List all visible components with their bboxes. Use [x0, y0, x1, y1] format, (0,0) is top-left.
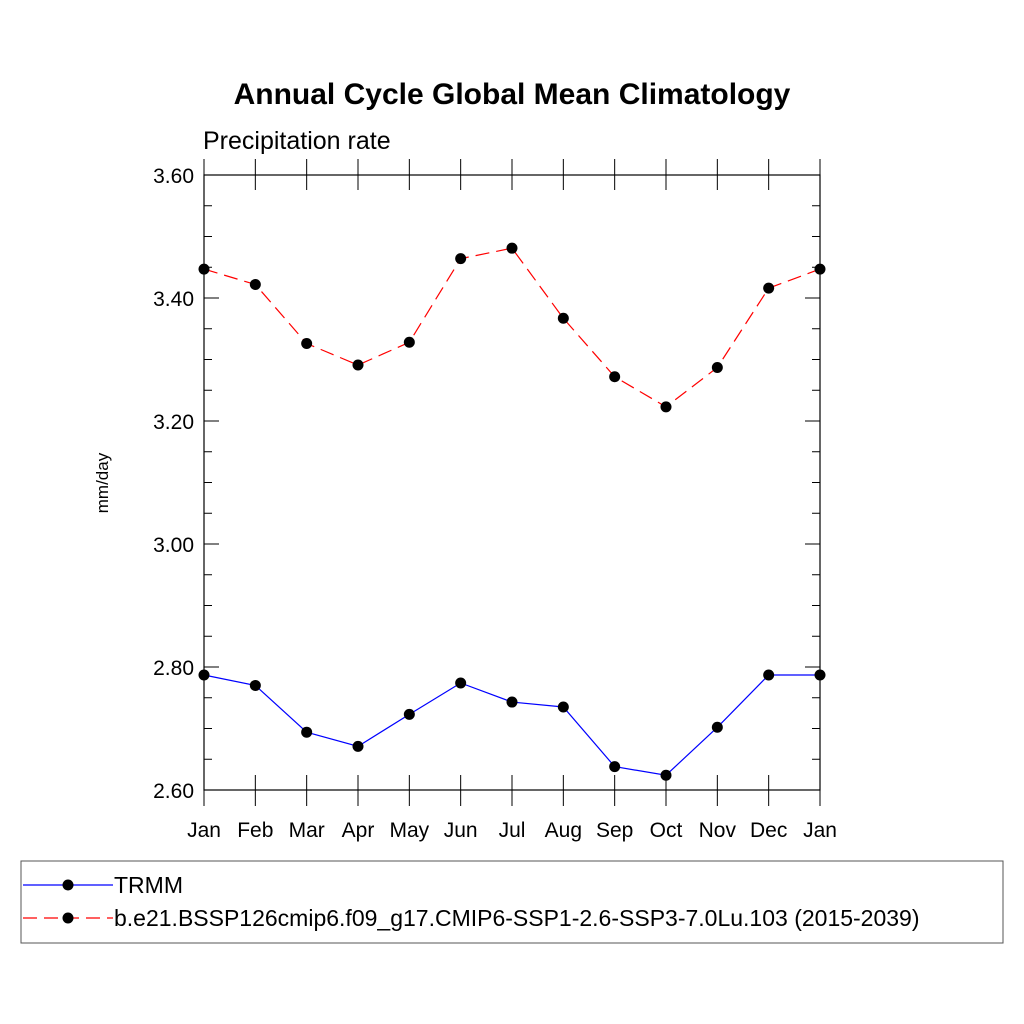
data-point	[352, 359, 364, 371]
y-tick-label: 2.80	[153, 657, 194, 680]
data-point	[609, 371, 621, 383]
y-tick-label: 3.60	[153, 165, 194, 188]
data-point	[198, 669, 210, 681]
data-point	[455, 677, 467, 689]
x-tick-label: Apr	[342, 819, 375, 842]
x-tick-label: Sep	[596, 819, 633, 842]
data-point	[301, 726, 313, 738]
legend-box	[20, 860, 1004, 944]
data-point	[301, 338, 313, 350]
data-point	[814, 669, 826, 681]
data-point	[763, 669, 775, 681]
data-point	[711, 361, 723, 373]
axes: 2.60 2.80 3.00 3.20 3.40 3.60 Jan Feb Mar Apr May J…	[153, 159, 837, 842]
data-point	[711, 721, 723, 733]
data-point	[506, 242, 518, 254]
y-tick-label: 2.60	[153, 780, 194, 803]
x-tick-label: Oct	[650, 819, 683, 842]
data-point	[352, 740, 364, 752]
data-point	[403, 708, 415, 720]
legend-label: TRMM	[114, 872, 183, 898]
x-tick-label: Jun	[444, 819, 478, 842]
data-point	[249, 679, 261, 691]
data-point	[557, 312, 569, 324]
data-point	[455, 253, 467, 265]
x-tick-label: Jan	[803, 819, 837, 842]
series-layer	[198, 242, 826, 781]
y-tick-label: 3.00	[153, 534, 194, 557]
x-tick-label: Dec	[750, 819, 787, 842]
x-tick-label: May	[389, 819, 429, 842]
x-tick-label: Aug	[545, 819, 582, 842]
y-tick-label: 3.40	[153, 288, 194, 311]
x-tick-label: Mar	[289, 819, 325, 842]
legend-marker	[62, 912, 74, 924]
data-point	[557, 701, 569, 713]
data-point	[814, 263, 826, 275]
x-tick-label: Nov	[699, 819, 737, 842]
chart-subtitle: Precipitation rate	[203, 127, 391, 155]
legend-marker	[62, 879, 74, 891]
legend-label: b.e21.BSSP126cmip6.f09_g17.CMIP6-SSP1-2.…	[114, 905, 920, 931]
x-tick-label: Jan	[187, 819, 221, 842]
x-tick-label: Feb	[237, 819, 273, 842]
data-point	[660, 401, 672, 413]
series-line-model	[203, 247, 821, 408]
data-point	[403, 336, 415, 348]
series-line-trmm	[203, 674, 820, 776]
data-point	[660, 769, 672, 781]
x-tick-label: Jul	[499, 819, 526, 842]
y-tick-label: 3.20	[153, 411, 194, 434]
chart-title: Annual Cycle Global Mean Climatology	[234, 78, 791, 111]
legend: TRMM b.e21.BSSP126cmip6.f09_g17.CMIP6-SSP…	[20, 860, 1004, 944]
data-point	[249, 278, 261, 290]
data-point	[198, 263, 210, 275]
data-point	[763, 282, 775, 294]
y-axis-label: mm/day	[93, 452, 112, 513]
data-point	[506, 696, 518, 708]
data-point	[609, 761, 621, 773]
